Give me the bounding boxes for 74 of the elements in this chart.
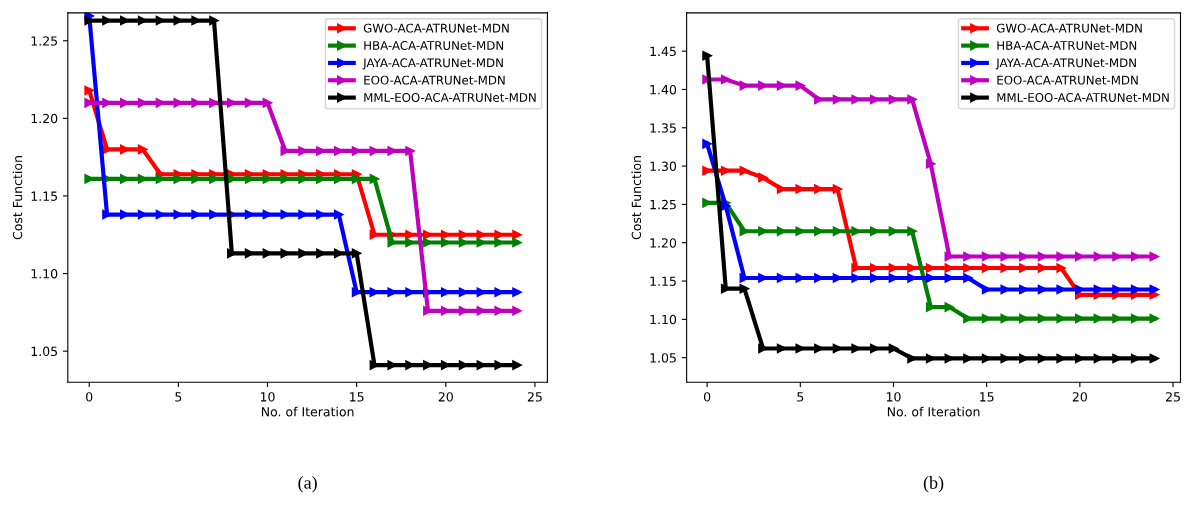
point xyxy=(209,15,219,26)
legend-label: GWO-ACA-ATRUNet-MDN xyxy=(363,23,509,33)
x-tick-label: 5 xyxy=(175,392,182,402)
y-tick-label: 1.30 xyxy=(650,161,677,172)
point xyxy=(1149,251,1160,262)
point xyxy=(702,50,712,61)
point xyxy=(512,360,522,370)
legend-label: EOO-ACA-ATRUNet-MDN xyxy=(997,75,1138,85)
x-tick-label: 20 xyxy=(438,392,453,402)
y-tick-label: 1.25 xyxy=(31,36,58,46)
y-axis-title: Cost Function xyxy=(12,156,23,240)
point xyxy=(795,80,806,91)
y-tick-label: 1.35 xyxy=(650,123,676,133)
point xyxy=(1149,313,1160,324)
point xyxy=(512,237,522,248)
y-axis-title: Cost Function xyxy=(631,156,642,240)
legend-label: JAYA-ACA-ATRUNet-MDN xyxy=(362,58,503,70)
point xyxy=(512,229,522,240)
point xyxy=(702,139,712,149)
x-tick-label: 5 xyxy=(797,392,804,402)
point xyxy=(1056,263,1067,273)
point xyxy=(369,174,380,184)
x-tick-label: 15 xyxy=(980,392,994,402)
x-tick-label: 10 xyxy=(260,392,275,402)
x-axis-title: No. of Iteration xyxy=(887,406,980,417)
point xyxy=(333,209,344,220)
x-tick-label: 15 xyxy=(350,392,364,402)
text: (a) xyxy=(298,476,317,493)
point xyxy=(925,158,936,169)
point xyxy=(137,144,148,155)
point xyxy=(907,94,917,105)
y-tick-label: 1.10 xyxy=(650,314,677,325)
y-tick-label: 1.15 xyxy=(650,276,676,286)
text: (b) xyxy=(923,476,944,493)
y-tick-label: 1.05 xyxy=(650,353,676,363)
x-tick-label: 25 xyxy=(527,392,542,402)
y-tick-label: 1.20 xyxy=(650,238,677,248)
legend-label: MML-EOO-ACA-ATRUNet-MDN xyxy=(364,92,536,102)
y-tick-label: 1.40 xyxy=(650,84,677,95)
legend-label: EOO-ACA-ATRUNet-MDN xyxy=(364,75,505,85)
point xyxy=(84,85,95,96)
y-tick-label: 1.20 xyxy=(31,113,58,124)
point xyxy=(963,273,973,283)
legend-label: JAYA-ACA-ATRUNet-MDN xyxy=(995,58,1136,70)
y-tick-label: 1.15 xyxy=(31,191,58,201)
legend-label: HBA-ACA-ATRUNet-MDN xyxy=(364,40,504,50)
point xyxy=(832,184,843,194)
y-tick-label: 1.45 xyxy=(650,46,676,57)
point xyxy=(512,287,522,298)
point xyxy=(888,343,899,354)
point xyxy=(944,302,955,312)
legend-label: MML-EOO-ACA-ATRUNet-MDN xyxy=(997,92,1169,102)
y-tick-label: 1.05 xyxy=(31,346,58,357)
y-tick-label: 1.10 xyxy=(31,269,58,279)
legend-label: HBA-ACA-ATRUNet-MDN xyxy=(997,40,1137,50)
point xyxy=(351,248,362,259)
point xyxy=(1149,353,1160,364)
legend-label: GWO-ACA-ATRUNet-MDN xyxy=(996,23,1142,33)
point xyxy=(739,283,750,294)
point xyxy=(739,165,750,176)
x-tick-label: 0 xyxy=(703,392,711,402)
y-tick-label: 1.25 xyxy=(650,199,676,210)
point xyxy=(512,305,522,316)
point xyxy=(405,146,415,156)
point xyxy=(1149,284,1160,295)
point xyxy=(907,226,917,237)
x-tick-label: 0 xyxy=(86,392,93,402)
x-axis-title: No. of Iteration xyxy=(261,406,354,417)
x-tick-label: 20 xyxy=(1072,392,1087,402)
x-tick-label: 10 xyxy=(886,392,901,402)
x-tick-label: 25 xyxy=(1165,392,1180,402)
point xyxy=(758,172,768,183)
point xyxy=(720,74,731,85)
point xyxy=(262,97,273,108)
